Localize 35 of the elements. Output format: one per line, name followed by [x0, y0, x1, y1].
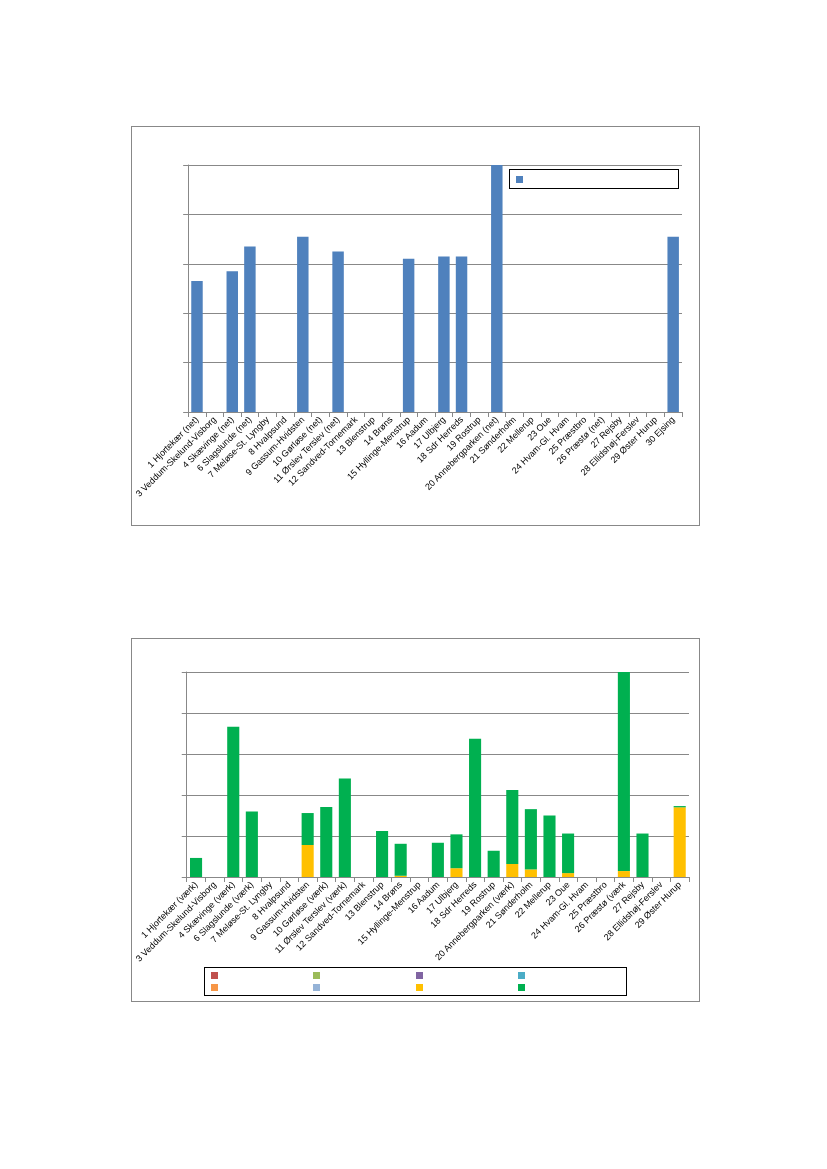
bar — [332, 251, 344, 412]
bar — [617, 672, 630, 872]
bar — [438, 256, 450, 412]
bar — [506, 863, 519, 877]
bar — [673, 807, 686, 877]
bar — [376, 831, 389, 877]
bar — [469, 738, 482, 877]
bar — [301, 845, 314, 877]
bar — [562, 833, 575, 874]
bar — [431, 842, 444, 877]
bar — [297, 236, 309, 412]
bar — [455, 256, 468, 412]
bar — [491, 165, 503, 412]
bar — [191, 281, 203, 412]
bar — [487, 850, 500, 877]
bar — [245, 811, 258, 877]
bar — [524, 809, 537, 870]
bar — [244, 246, 256, 412]
bar — [190, 857, 203, 877]
bar — [301, 813, 314, 846]
bar — [667, 236, 679, 412]
bar — [450, 834, 463, 869]
bar — [617, 871, 630, 877]
bar — [543, 815, 556, 877]
bar — [636, 833, 649, 877]
bar — [226, 271, 238, 412]
bar — [524, 869, 537, 877]
bar — [450, 868, 463, 877]
bar — [338, 778, 351, 877]
bar — [320, 806, 333, 877]
bar — [562, 873, 575, 877]
bar — [506, 790, 519, 864]
bar — [402, 258, 415, 412]
bar — [394, 843, 407, 876]
bar — [227, 726, 240, 877]
